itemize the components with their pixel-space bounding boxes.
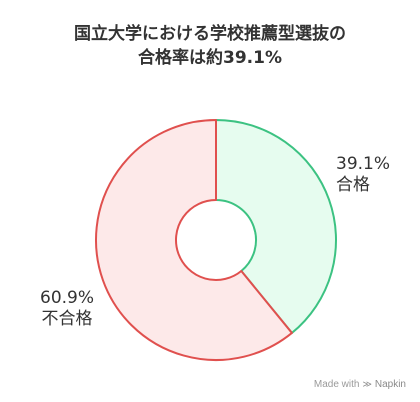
slice-pass	[215, 119, 337, 334]
watermark: Made with ≫ Napkin	[314, 379, 406, 390]
label-fail: 60.9% 不合格	[40, 288, 94, 330]
watermark-brand: Napkin	[374, 379, 406, 390]
label-pass: 39.1% 合格	[336, 154, 390, 196]
label-fail-name: 不合格	[41, 309, 93, 329]
slice-fail	[95, 119, 293, 361]
title-line-1: 国立大学における学校推薦型選抜の	[74, 24, 346, 44]
label-fail-percent: 60.9%	[40, 288, 95, 308]
label-pass-percent: 39.1%	[336, 154, 391, 174]
title-line-2: 合格率は約39.1%	[138, 48, 282, 68]
label-pass-name: 合格	[336, 175, 370, 195]
watermark-prefix: Made with	[313, 379, 360, 390]
chart-title: 国立大学における学校推薦型選抜の 合格率は約39.1%	[0, 22, 420, 70]
napkin-logo-icon: ≫	[362, 379, 372, 389]
